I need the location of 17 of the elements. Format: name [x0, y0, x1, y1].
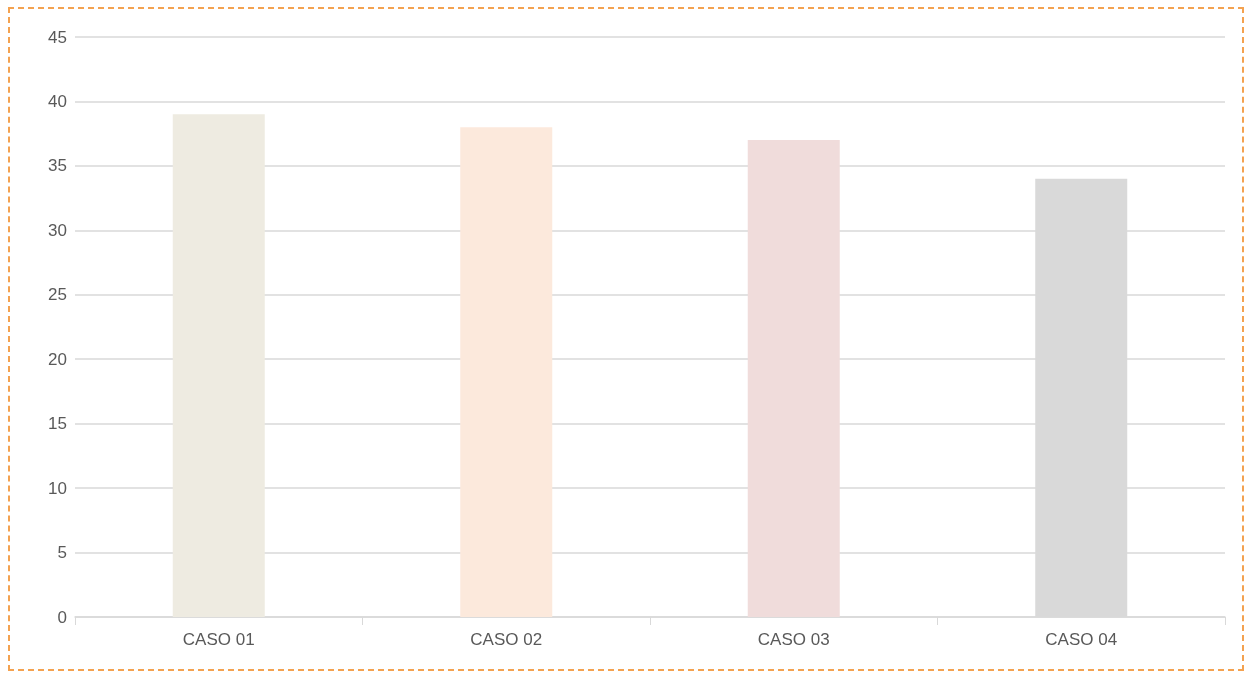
y-tick-label: 5 [57, 543, 67, 563]
x-tick-label: CASO 01 [182, 630, 255, 649]
x-tick-label: CASO 02 [470, 630, 543, 649]
y-tick-label: 40 [48, 91, 67, 111]
y-tick-label: 25 [48, 285, 67, 305]
x-tick-label: CASO 03 [757, 630, 830, 649]
y-tick-label: 35 [48, 156, 67, 176]
x-tick-label: CASO 04 [1045, 630, 1118, 649]
bar [460, 127, 553, 617]
y-tick-label: 30 [48, 220, 67, 240]
bar [172, 114, 265, 617]
y-tick-label: 45 [48, 27, 67, 47]
y-tick-label: 10 [48, 478, 67, 498]
y-tick-label: 20 [48, 349, 67, 369]
y-tick-label: 0 [57, 607, 67, 627]
bar [747, 140, 840, 617]
y-tick-label: 15 [48, 414, 67, 434]
